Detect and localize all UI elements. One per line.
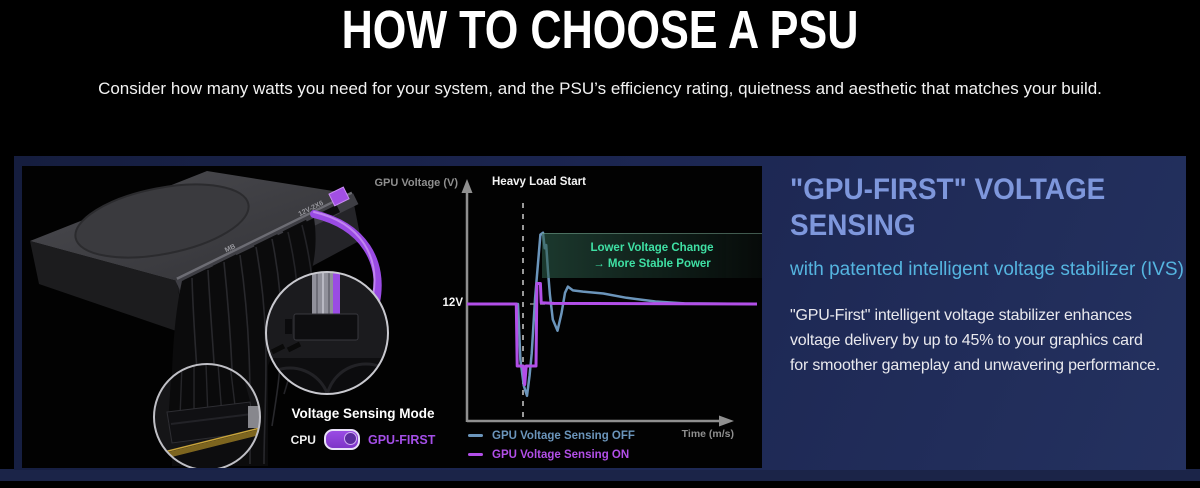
feature-subheading: with patented intelligent voltage stabil… (790, 259, 1184, 280)
next-section-edge (0, 469, 1200, 481)
feature-card: MB 12V-2X6 (14, 156, 1186, 470)
annotation-line-1: Lower Voltage Change (590, 242, 714, 254)
event-label: Heavy Load Start (492, 176, 586, 188)
legend-swatch-off (468, 434, 483, 437)
feature-body: "GPU-First" intelligent voltage stabiliz… (790, 307, 1160, 374)
x-axis-arrow (719, 415, 734, 427)
feature-heading: "GPU-FIRST" VOLTAGE SENSING (790, 173, 1106, 242)
y-axis-arrow (461, 179, 473, 193)
legend-label-off: GPU Voltage Sensing OFF (492, 429, 635, 442)
y-axis-label: GPU Voltage (V) (374, 177, 458, 189)
baseline-label: 12V (442, 297, 463, 309)
mode-option-cpu: CPU (290, 432, 316, 447)
voltage-sensing-toggle[interactable] (323, 429, 360, 450)
psu-illustration: MB 12V-2X6 (30, 171, 389, 468)
page-subtitle: Consider how many watts you need for you… (98, 79, 1102, 98)
atx-connector-inset (153, 363, 261, 468)
annotation-box: Lower Voltage Change → More Stable Power (542, 233, 762, 278)
voltage-chart-plot (461, 179, 758, 427)
mode-title: Voltage Sensing Mode (291, 406, 435, 421)
legend-label-on: GPU Voltage Sensing ON (492, 448, 630, 461)
feature-text-panel: "GPU-FIRST" VOLTAGE SENSING with patente… (790, 172, 1194, 462)
psu-figure: MB 12V-2X6 (22, 166, 762, 468)
legend-row-off: GPU Voltage Sensing OFF (468, 426, 635, 445)
chart-legend: GPU Voltage Sensing OFF GPU Voltage Sens… (468, 426, 635, 464)
series-layer (467, 231, 758, 398)
psu-body: MB 12V-2X6 (30, 171, 382, 466)
page-title: HOW TO CHOOSE A PSU (341, 0, 859, 60)
legend-row-on: GPU Voltage Sensing ON (468, 445, 635, 464)
psu-port-label-mb: MB (224, 243, 237, 254)
psu-purple-connector (328, 186, 350, 207)
mode-option-gpu-first: GPU-FIRST (367, 432, 436, 447)
toggle-knob (343, 432, 357, 445)
legend-swatch-on (468, 453, 483, 456)
voltage-sensing-mode: Voltage Sensing Mode CPU GPU-FIRST (280, 406, 446, 450)
annotation-line-2: → More Stable Power (593, 258, 711, 270)
x-axis-label: Time (m/s) (681, 428, 734, 440)
